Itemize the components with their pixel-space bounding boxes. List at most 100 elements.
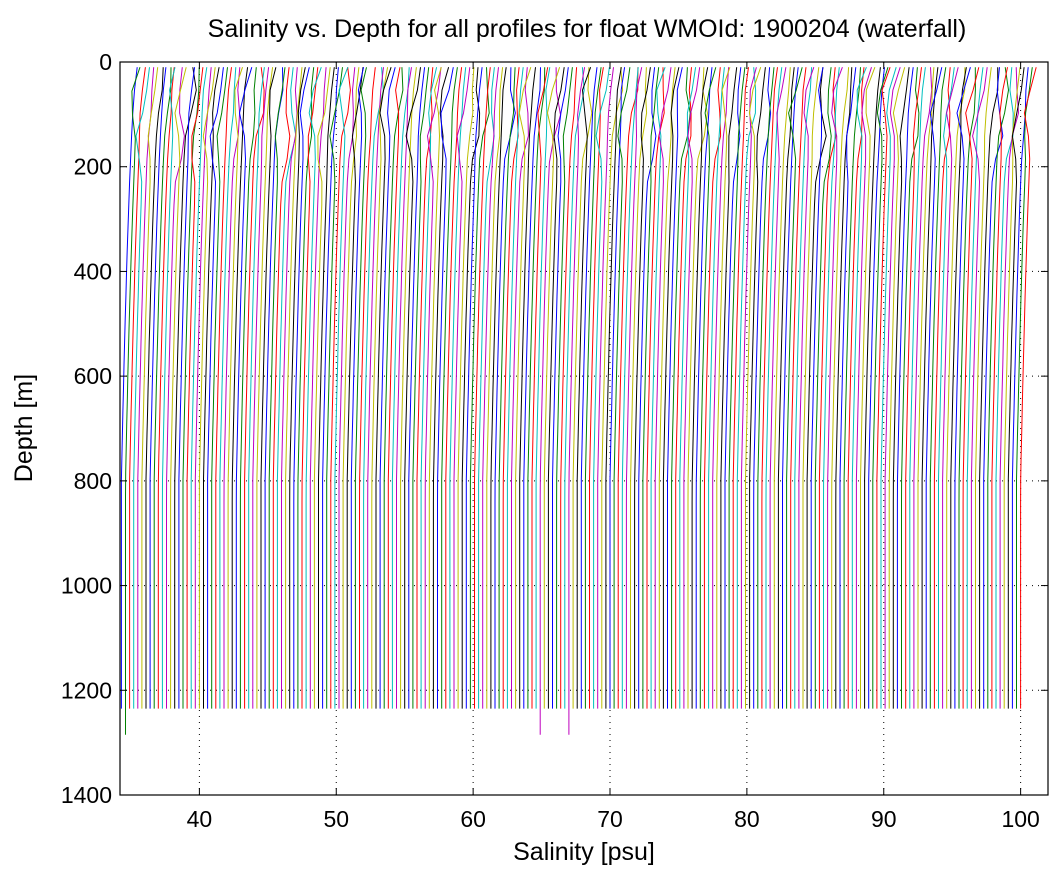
profile-line [416, 67, 434, 709]
profile-line [478, 67, 495, 709]
profile-line [597, 67, 614, 709]
profile-line [736, 67, 757, 709]
profile-line [1016, 67, 1033, 709]
profile-line [810, 67, 824, 709]
profile-line [420, 67, 438, 709]
profile-line [445, 67, 463, 709]
profile-line [954, 67, 971, 709]
profile-line [712, 67, 730, 709]
profile-line [728, 67, 746, 709]
profile-line [576, 67, 592, 709]
profile-line [687, 67, 708, 709]
profile-line [149, 67, 167, 709]
profile-line [133, 67, 150, 709]
profile-line [556, 67, 573, 709]
profile-line [153, 67, 172, 709]
chart-title: Salinity vs. Depth for all profiles for … [208, 15, 967, 43]
profile-line [281, 67, 298, 709]
y-tick-label: 1400 [61, 782, 112, 808]
profile-line [646, 67, 665, 709]
profile-line [322, 67, 339, 709]
profile-line [469, 67, 490, 709]
profile-line [876, 67, 891, 709]
profile-line [453, 67, 471, 709]
profile-line [391, 67, 410, 709]
profile-line [786, 67, 803, 709]
profile-line [276, 67, 297, 709]
profile-line [827, 67, 843, 709]
profile-line [769, 67, 787, 709]
profile-line [753, 67, 772, 709]
profile-line [203, 67, 220, 709]
profile-line [383, 67, 404, 709]
profile-line [642, 67, 660, 709]
profile-line [231, 67, 249, 709]
profile-line [244, 67, 265, 709]
profile-line [552, 67, 569, 709]
x-tick-label: 40 [187, 806, 213, 832]
profile-line [535, 67, 551, 709]
profile-line [621, 67, 639, 709]
profile-line [625, 67, 643, 709]
axes-box [119, 61, 1049, 796]
profile-line [527, 67, 546, 709]
profile-line [338, 67, 356, 709]
profile-line [211, 67, 228, 709]
profile-line [486, 67, 504, 709]
profile-line [219, 67, 237, 709]
profile-line [634, 67, 651, 709]
profile-line [125, 67, 141, 735]
profile-line [909, 67, 926, 709]
profile-line [987, 67, 1010, 709]
profile-line [630, 67, 648, 709]
profile-line [716, 67, 731, 709]
profile-line [371, 67, 389, 709]
profile-line [683, 67, 701, 709]
profile-line [207, 67, 224, 709]
profile-line [166, 67, 185, 709]
profile-line [239, 67, 257, 709]
profile-line [691, 67, 709, 709]
profile-line [523, 67, 541, 709]
y-tick-label: 600 [74, 363, 112, 389]
profile-line [539, 67, 562, 735]
y-axis-label: Depth [m] [10, 374, 38, 482]
profile-line [547, 67, 565, 709]
profile-line [334, 67, 349, 709]
profile-line [917, 67, 935, 709]
profile-line [330, 67, 351, 709]
profile-line [350, 67, 365, 709]
profile-line [248, 67, 265, 709]
profile-line [814, 67, 832, 709]
profile-line [613, 67, 631, 709]
profile-line [305, 67, 322, 709]
profile-line [584, 67, 602, 709]
profile-line [387, 67, 401, 709]
profile-line [215, 67, 232, 709]
profile-line [437, 67, 454, 709]
profile-line [855, 67, 872, 709]
profile-line [864, 67, 881, 709]
x-tick-label: 60 [460, 806, 486, 832]
x-tick-label: 90 [871, 806, 897, 832]
profile-line [773, 67, 791, 709]
x-axis-label: Salinity [psu] [513, 838, 655, 866]
profile-line [1007, 67, 1025, 709]
profile-line [946, 67, 966, 709]
profile-line [580, 67, 598, 709]
profile-line [703, 67, 722, 709]
profile-line [511, 67, 529, 709]
profile-line [285, 67, 303, 709]
profile-line [942, 67, 959, 709]
profile-line [782, 67, 799, 709]
profile-line [400, 67, 417, 709]
profile-line [720, 67, 738, 709]
profile-line [260, 67, 277, 709]
profile-line [958, 67, 976, 709]
profile-line [868, 67, 885, 709]
profile-line [223, 67, 241, 709]
y-tick-label: 0 [99, 49, 112, 75]
profile-line [326, 67, 343, 709]
